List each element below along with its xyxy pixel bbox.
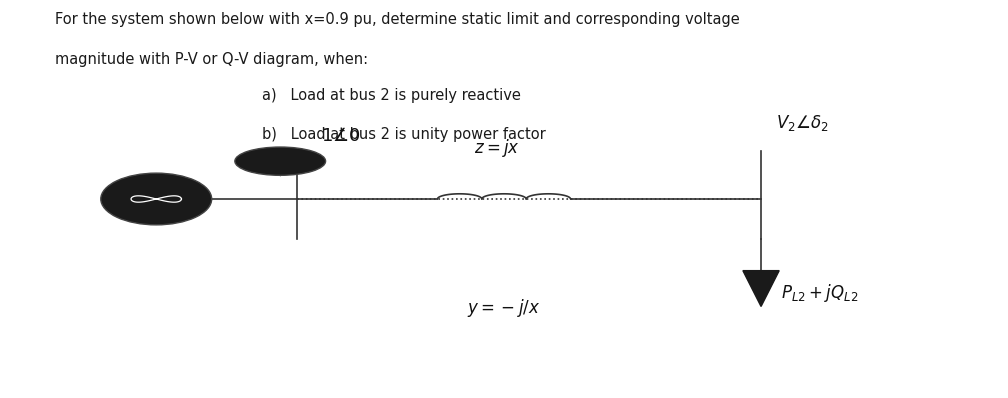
Text: $P_{L2} + jQ_{L2}$: $P_{L2} + jQ_{L2}$ xyxy=(781,281,859,304)
Ellipse shape xyxy=(101,173,212,225)
Text: b)   Load at bus 2 is unity power factor: b) Load at bus 2 is unity power factor xyxy=(262,127,545,142)
Text: magnitude with P-V or Q-V diagram, when:: magnitude with P-V or Q-V diagram, when: xyxy=(55,52,369,67)
Text: $z = jx$: $z = jx$ xyxy=(474,137,519,159)
Ellipse shape xyxy=(235,147,326,176)
Polygon shape xyxy=(743,271,779,306)
Text: $V_2\angle\delta_2$: $V_2\angle\delta_2$ xyxy=(776,113,829,133)
Text: $1\angle 0$: $1\angle 0$ xyxy=(321,127,360,145)
Text: a)   Load at bus 2 is purely reactive: a) Load at bus 2 is purely reactive xyxy=(262,88,521,103)
Text: For the system shown below with x=0.9 pu, determine static limit and correspondi: For the system shown below with x=0.9 pu… xyxy=(55,12,740,27)
Text: $y = -j/x$: $y = -j/x$ xyxy=(468,297,540,318)
